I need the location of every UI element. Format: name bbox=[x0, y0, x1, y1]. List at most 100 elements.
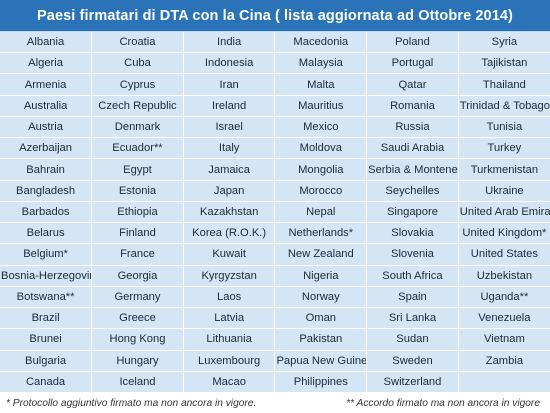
country-cell: United States bbox=[457, 243, 550, 266]
country-cell: Russia bbox=[366, 115, 459, 139]
country-cell: Cyprus bbox=[91, 73, 184, 96]
country-cell: Denmark bbox=[91, 115, 184, 139]
table-row: Botswana** Germany Laos Norway Spain Uganda** bbox=[0, 285, 550, 309]
country-cell: Turkmenistan bbox=[457, 158, 550, 181]
country-cell: United Kingdom* bbox=[457, 222, 550, 245]
country-cell: Botswana** bbox=[0, 285, 93, 309]
country-cell: Finland bbox=[91, 222, 184, 245]
country-cell bbox=[457, 370, 550, 394]
country-cell: Bosnia-Herzegovina bbox=[0, 264, 93, 287]
country-cell: South Africa bbox=[366, 264, 459, 287]
country-cell: Sudan bbox=[366, 328, 459, 351]
country-cell: Hungary bbox=[91, 349, 184, 372]
country-cell: Oman bbox=[274, 307, 368, 330]
table-row: Brunei Hong Kong Lithuania Pakistan Sudan Vie… bbox=[0, 328, 550, 351]
country-cell: Spain bbox=[366, 285, 459, 309]
country-cell: New Zealand bbox=[274, 243, 368, 266]
country-cell: Jamaica bbox=[182, 158, 276, 181]
table-row: Barbados Ethiopia Kazakhstan Nepal Singapore… bbox=[0, 200, 550, 224]
country-cell: Venezuela bbox=[457, 307, 550, 330]
country-cell: Turkey bbox=[457, 137, 550, 160]
countries-table: Albania Croatia India Macedonia Poland Syria A… bbox=[0, 32, 550, 394]
country-cell: Uzbekistan bbox=[457, 264, 550, 287]
country-cell: Vietnam bbox=[457, 328, 550, 351]
country-cell: Korea (R.O.K.) bbox=[182, 222, 276, 245]
table-title: Paesi firmatari di DTA con la Cina ( lis… bbox=[37, 7, 513, 24]
country-cell: Papua New Guinea bbox=[274, 349, 368, 372]
country-cell: Ecuador** bbox=[91, 137, 184, 160]
country-cell: Sweden bbox=[366, 349, 459, 372]
country-cell: Egypt bbox=[91, 158, 184, 181]
country-cell: Switzerland bbox=[366, 370, 459, 394]
country-cell: Luxembourg bbox=[182, 349, 276, 372]
country-cell: France bbox=[91, 243, 184, 266]
country-cell: Slovakia bbox=[366, 222, 459, 245]
country-cell: Poland bbox=[366, 32, 459, 54]
country-cell: Nepal bbox=[274, 200, 368, 224]
footnotes: * Protocollo aggiuntivo firmato ma non a… bbox=[0, 393, 550, 413]
table-row: Bangladesh Estonia Japan Morocco Seychelles U… bbox=[0, 179, 550, 202]
table-row: Belgium* France Kuwait New Zealand Slovenia U… bbox=[0, 243, 550, 266]
country-cell: Seychelles bbox=[366, 179, 459, 202]
country-cell: Serbia & Montenegro bbox=[366, 158, 459, 181]
table-row: Bosnia-HerzegovinaGeorgiaKyrgyzstanNiger… bbox=[0, 264, 550, 287]
country-cell: Belarus bbox=[0, 222, 93, 245]
countries-grid: Albania Croatia India Macedonia Poland Syria A… bbox=[0, 31, 550, 394]
country-cell: Laos bbox=[182, 285, 276, 309]
country-cell: Singapore bbox=[366, 200, 459, 224]
country-cell: Malta bbox=[274, 73, 368, 96]
country-cell: Mongolia bbox=[274, 158, 368, 181]
country-cell: Tajikistan bbox=[457, 52, 550, 75]
country-cell: Brunei bbox=[0, 328, 93, 351]
country-cell: Belgium* bbox=[0, 243, 93, 266]
country-cell: Iceland bbox=[91, 370, 184, 394]
country-cell: Georgia bbox=[91, 264, 184, 287]
country-cell: Trinidad & Tobago bbox=[457, 94, 550, 117]
country-cell: Brazil bbox=[0, 307, 93, 330]
country-cell: Kuwait bbox=[182, 243, 276, 266]
country-cell: Canada bbox=[0, 370, 93, 394]
table-row: Algeria Cuba Indonesia Malaysia Portugal Taji… bbox=[0, 52, 550, 75]
footnote-single-asterisk: * Protocollo aggiuntivo firmato ma non a… bbox=[6, 397, 257, 409]
country-cell: Kyrgyzstan bbox=[182, 264, 276, 287]
country-cell: Zambia bbox=[457, 349, 550, 372]
table-row: Azerbaijan Ecuador** Italy Moldova Saudi Ara… bbox=[0, 137, 550, 160]
country-cell: Hong Kong bbox=[91, 328, 184, 351]
country-cell: Israel bbox=[182, 115, 276, 139]
country-cell: Thailand bbox=[457, 73, 550, 96]
table-row: Bahrain Egypt Jamaica Mongolia Serbia & Mont… bbox=[0, 158, 550, 181]
country-cell: Norway bbox=[274, 285, 368, 309]
table-row: Armenia Cyprus Iran Malta Qatar Thailand bbox=[0, 73, 550, 96]
country-cell: Ireland bbox=[182, 94, 276, 117]
table-row: Belarus Finland Korea (R.O.K.) Netherlands*… bbox=[0, 222, 550, 245]
country-cell: Qatar bbox=[366, 73, 459, 96]
country-cell: Barbados bbox=[0, 200, 93, 224]
country-cell: Australia bbox=[0, 94, 93, 117]
country-cell: Romania bbox=[366, 94, 459, 117]
country-cell: Mauritius bbox=[274, 94, 368, 117]
table-row: Albania Croatia India Macedonia Poland Syria bbox=[0, 32, 550, 54]
title-bar: Paesi firmatari di DTA con la Cina ( lis… bbox=[0, 0, 550, 31]
country-cell: Lithuania bbox=[182, 328, 276, 351]
country-cell: Macedonia bbox=[274, 32, 368, 54]
country-cell: Kazakhstan bbox=[182, 200, 276, 224]
country-cell: Armenia bbox=[0, 73, 93, 96]
country-cell: Bangladesh bbox=[0, 179, 93, 202]
country-cell: Netherlands* bbox=[274, 222, 368, 245]
country-cell: Syria bbox=[457, 32, 550, 54]
table-row: Bulgaria Hungary Luxembourg Papua New Guine… bbox=[0, 349, 550, 372]
country-cell: Bahrain bbox=[0, 158, 93, 181]
country-cell: Pakistan bbox=[274, 328, 368, 351]
country-cell: Latvia bbox=[182, 307, 276, 330]
table-row: Brazil Greece Latvia Oman Sri Lanka Venezuela bbox=[0, 307, 550, 330]
country-cell: Algeria bbox=[0, 52, 93, 75]
country-cell: Albania bbox=[0, 32, 93, 54]
country-cell: Portugal bbox=[366, 52, 459, 75]
country-cell: Bulgaria bbox=[0, 349, 93, 372]
country-cell: Czech Republic bbox=[91, 94, 184, 117]
country-cell: India bbox=[182, 32, 276, 54]
country-cell: Austria bbox=[0, 115, 93, 139]
country-cell: Cuba bbox=[91, 52, 184, 75]
country-cell: Estonia bbox=[91, 179, 184, 202]
